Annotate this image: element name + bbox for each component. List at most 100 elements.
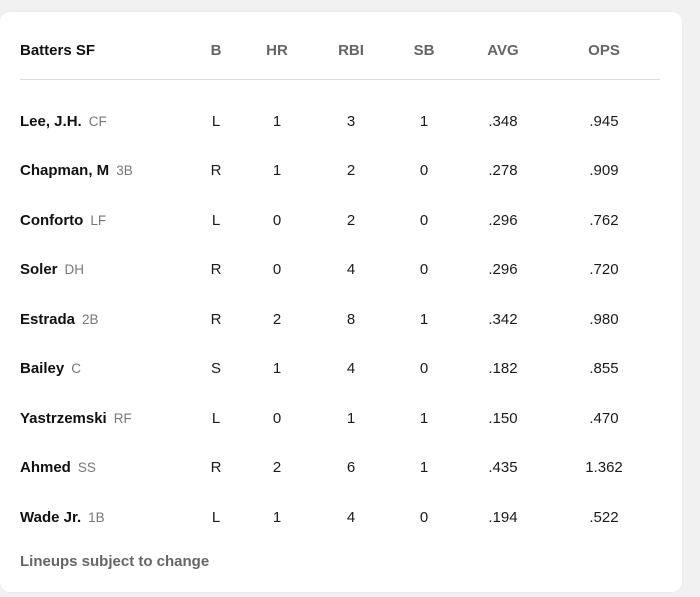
stat-ops: .762 (589, 211, 619, 229)
player-name[interactable]: Chapman, M (20, 162, 110, 179)
player-name-cell: Soler DH (20, 261, 186, 278)
stat-hr: 2 (272, 459, 282, 476)
player-position: DH (64, 262, 85, 277)
stat-b: S (210, 360, 221, 377)
stat-b: R (210, 310, 222, 328)
batters-card: Batters SF B HR RBI SB AVG OPS Lee, J.H.… (0, 12, 682, 592)
stat-ops: .720 (589, 261, 619, 278)
stat-rbi: 2 (346, 211, 356, 229)
stat-rbi: 4 (346, 261, 356, 278)
col-header-sb: SB (413, 41, 435, 59)
player-name-cell: Yastrzemski RF (20, 410, 186, 427)
stat-ops: .980 (589, 310, 619, 328)
player-name-cell: Bailey C (20, 360, 186, 377)
player-position: 2B (82, 311, 99, 327)
stat-sb: 0 (419, 360, 429, 377)
stat-ops: .945 (589, 112, 619, 130)
stat-sb: 1 (419, 310, 429, 328)
col-header-ops: OPS (588, 41, 620, 59)
stat-b: L (211, 211, 221, 229)
stat-ops: .470 (589, 409, 619, 427)
stat-avg: .342 (488, 310, 518, 328)
stat-hr: 2 (272, 310, 282, 328)
stat-ops: .522 (589, 508, 619, 526)
stat-b: R (210, 459, 222, 476)
table-row: Estrada 2B R 2 8 1 .342 .980 (20, 304, 656, 334)
player-name[interactable]: Yastrzemski (20, 409, 107, 427)
table-title: Batters SF (20, 41, 96, 59)
table-row: Chapman, M 3B R 1 2 0 .278 .909 (20, 156, 656, 186)
stat-ops: .909 (589, 162, 619, 179)
stat-avg: .296 (488, 211, 518, 229)
lineup-note: Lineups subject to change (20, 553, 210, 570)
player-name[interactable]: Wade Jr. (20, 508, 82, 526)
stat-rbi: 8 (346, 310, 356, 328)
player-name[interactable]: Soler (20, 261, 58, 278)
stat-rbi: 6 (346, 459, 356, 476)
stat-ops: 1.362 (585, 459, 623, 476)
header-divider (20, 79, 660, 80)
stat-avg: .278 (488, 162, 518, 179)
player-name[interactable]: Estrada (20, 310, 76, 328)
player-name[interactable]: Ahmed (20, 459, 71, 476)
col-header-avg: AVG (487, 41, 519, 59)
stat-hr: 1 (272, 112, 282, 130)
stat-avg: .296 (488, 261, 518, 278)
table-header: Batters SF B HR RBI SB AVG OPS (20, 35, 656, 65)
table-row: Yastrzemski RF L 0 1 1 .150 .470 (20, 403, 656, 433)
stat-b: R (210, 162, 222, 179)
player-position: 1B (88, 509, 105, 525)
stat-ops: .855 (589, 360, 619, 377)
player-position: RF (113, 410, 132, 426)
stat-sb: 0 (419, 211, 429, 229)
player-name-cell: Chapman, M 3B (20, 162, 186, 179)
stat-sb: 0 (419, 261, 429, 278)
stat-rbi: 3 (346, 112, 356, 130)
player-position: SS (77, 460, 96, 475)
stat-sb: 1 (419, 112, 429, 130)
stat-rbi: 2 (346, 162, 356, 179)
stat-hr: 0 (272, 409, 282, 427)
stat-hr: 1 (272, 508, 282, 526)
player-name-cell: Conforto LF (20, 212, 186, 229)
stat-b: L (211, 409, 221, 427)
stat-hr: 1 (272, 360, 282, 377)
player-position: C (71, 361, 81, 376)
stat-rbi: 1 (346, 409, 356, 427)
player-name[interactable]: Conforto (20, 211, 84, 229)
player-position: CF (88, 113, 107, 129)
stat-b: L (211, 508, 221, 526)
stat-hr: 1 (272, 162, 282, 179)
stat-avg: .182 (488, 360, 518, 377)
stat-rbi: 4 (346, 508, 356, 526)
stat-avg: .150 (488, 409, 518, 427)
col-header-b: B (210, 41, 222, 59)
stat-avg: .194 (488, 508, 518, 526)
table-row: Ahmed SS R 2 6 1 .435 1.362 (20, 453, 656, 483)
player-name-cell: Lee, J.H. CF (20, 113, 186, 130)
table-row: Conforto LF L 0 2 0 .296 .762 (20, 205, 656, 235)
table-row: Bailey C S 1 4 0 .182 .855 (20, 354, 656, 384)
player-name-cell: Wade Jr. 1B (20, 509, 186, 526)
stat-hr: 0 (272, 211, 282, 229)
col-header-hr: HR (266, 41, 288, 59)
stat-b: R (210, 261, 222, 278)
stat-b: L (211, 112, 221, 130)
player-name-cell: Estrada 2B (20, 311, 186, 328)
player-position: LF (90, 212, 107, 228)
stat-avg: .348 (488, 112, 518, 130)
stat-sb: 1 (419, 459, 429, 476)
table-row: Wade Jr. 1B L 1 4 0 .194 .522 (20, 502, 656, 532)
player-name[interactable]: Bailey (20, 360, 65, 377)
col-header-rbi: RBI (338, 41, 364, 59)
stat-sb: 0 (419, 162, 429, 179)
stat-rbi: 4 (346, 360, 356, 377)
player-name-cell: Ahmed SS (20, 459, 186, 476)
stat-hr: 0 (272, 261, 282, 278)
stat-sb: 1 (419, 409, 429, 427)
table-row: Lee, J.H. CF L 1 3 1 .348 .945 (20, 106, 656, 136)
player-name[interactable]: Lee, J.H. (20, 112, 82, 130)
stat-sb: 0 (419, 508, 429, 526)
stat-avg: .435 (488, 459, 518, 476)
table-row: Soler DH R 0 4 0 .296 .720 (20, 255, 656, 285)
